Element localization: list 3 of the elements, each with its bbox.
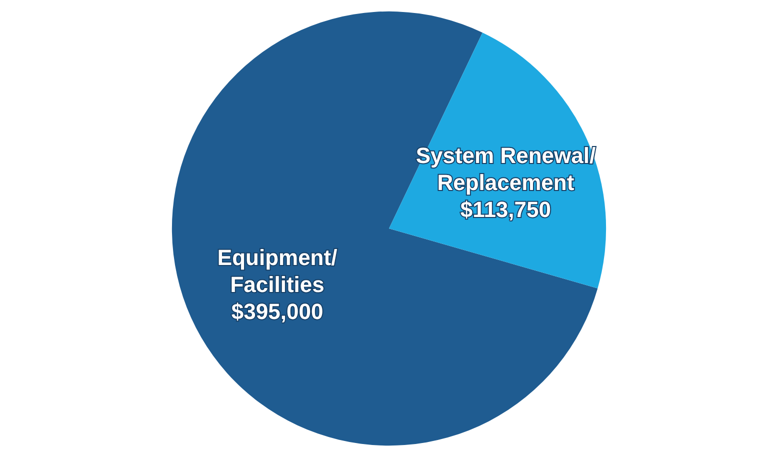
slice-label: Equipment/ Facilities xyxy=(217,244,338,297)
data-label: $395,000 xyxy=(231,298,324,324)
data-label: $113,750 xyxy=(460,197,551,222)
